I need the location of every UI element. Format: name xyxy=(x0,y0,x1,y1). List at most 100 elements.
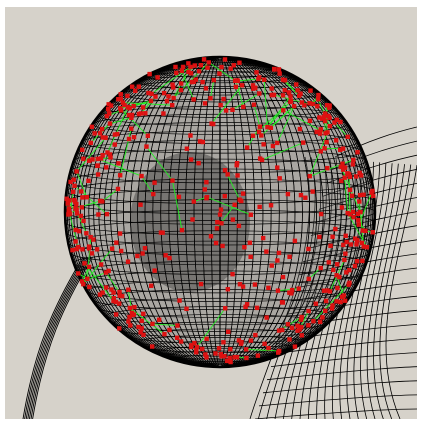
node-marker xyxy=(363,228,368,234)
mesh-line xyxy=(353,162,387,419)
node-marker xyxy=(299,324,304,330)
node-marker xyxy=(265,124,270,130)
node-marker xyxy=(156,317,162,322)
node-marker xyxy=(355,211,361,217)
node-marker xyxy=(251,102,257,107)
node-marker xyxy=(139,318,144,324)
node-marker xyxy=(97,292,103,297)
node-marker xyxy=(221,96,226,102)
node-marker xyxy=(198,281,204,287)
node-marker xyxy=(193,77,198,82)
node-marker xyxy=(76,228,82,234)
node-marker xyxy=(103,135,108,141)
node-marker xyxy=(223,108,229,113)
mesh-line xyxy=(282,158,333,419)
node-marker xyxy=(275,288,281,293)
node-marker xyxy=(175,323,180,328)
node-marker xyxy=(111,296,117,301)
node-marker xyxy=(171,95,176,101)
fiber-segment xyxy=(309,132,328,177)
node-marker xyxy=(71,177,76,182)
node-marker xyxy=(133,88,138,94)
mesh-line xyxy=(266,366,417,381)
node-marker xyxy=(289,325,295,331)
node-marker xyxy=(104,113,110,119)
node-marker xyxy=(244,302,250,307)
node-marker xyxy=(149,91,154,96)
node-marker xyxy=(215,219,220,225)
node-marker xyxy=(96,212,101,217)
fiber-segment xyxy=(208,62,236,82)
node-marker xyxy=(257,124,263,129)
node-marker xyxy=(167,255,172,261)
node-marker xyxy=(285,322,291,327)
node-marker xyxy=(191,79,197,85)
mesh-line xyxy=(360,163,393,419)
node-marker xyxy=(179,68,184,74)
node-marker xyxy=(192,63,197,68)
node-marker xyxy=(114,240,119,245)
node-marker xyxy=(138,330,143,335)
node-marker xyxy=(280,300,286,305)
node-marker xyxy=(100,290,105,295)
node-marker xyxy=(342,298,348,303)
node-marker xyxy=(125,259,131,264)
node-marker xyxy=(261,142,266,147)
fiber-segment xyxy=(107,107,129,153)
node-marker xyxy=(70,247,75,253)
node-marker xyxy=(269,263,274,268)
node-marker xyxy=(248,338,254,343)
node-marker xyxy=(302,103,307,108)
fiber-segment xyxy=(358,201,365,247)
node-marker xyxy=(299,314,304,320)
node-marker xyxy=(86,264,92,270)
node-marker xyxy=(228,359,233,365)
render-viewport[interactable] xyxy=(5,7,417,419)
fiber-segment xyxy=(232,93,260,111)
node-marker xyxy=(139,173,144,179)
node-marker xyxy=(142,246,148,251)
node-marker xyxy=(179,81,184,86)
node-marker xyxy=(221,340,226,345)
node-marker xyxy=(217,212,223,217)
node-marker xyxy=(311,318,316,324)
node-marker xyxy=(98,156,104,161)
node-marker xyxy=(192,340,197,346)
node-marker xyxy=(88,234,93,240)
node-marker xyxy=(254,305,260,311)
node-marker xyxy=(369,190,374,195)
node-marker xyxy=(79,205,85,210)
node-marker xyxy=(213,351,218,356)
node-marker xyxy=(92,131,97,136)
node-marker xyxy=(112,132,118,137)
node-marker xyxy=(117,301,122,306)
node-marker xyxy=(275,140,280,146)
node-marker xyxy=(228,346,233,352)
node-marker xyxy=(202,187,207,192)
node-marker xyxy=(326,260,331,265)
mesh-line xyxy=(314,197,417,223)
sphere-dark-region xyxy=(130,152,250,292)
node-marker xyxy=(357,192,363,198)
mesh-line xyxy=(294,267,417,289)
node-marker xyxy=(200,139,206,145)
node-marker xyxy=(237,60,242,65)
mesh-line xyxy=(379,164,412,419)
fiber-segment xyxy=(76,137,106,172)
node-marker xyxy=(339,205,345,210)
node-marker xyxy=(226,329,231,335)
node-marker xyxy=(94,247,100,252)
node-marker xyxy=(223,306,228,311)
node-marker xyxy=(269,92,274,98)
node-marker xyxy=(125,93,130,99)
fiber-segment xyxy=(122,102,173,106)
fiber-segment xyxy=(276,105,295,144)
node-marker xyxy=(67,211,73,216)
node-marker xyxy=(321,288,327,293)
node-marker xyxy=(254,70,259,75)
node-marker xyxy=(147,71,152,77)
node-marker xyxy=(106,268,111,274)
node-marker xyxy=(66,208,71,214)
node-marker xyxy=(145,133,151,138)
node-marker xyxy=(105,106,111,112)
